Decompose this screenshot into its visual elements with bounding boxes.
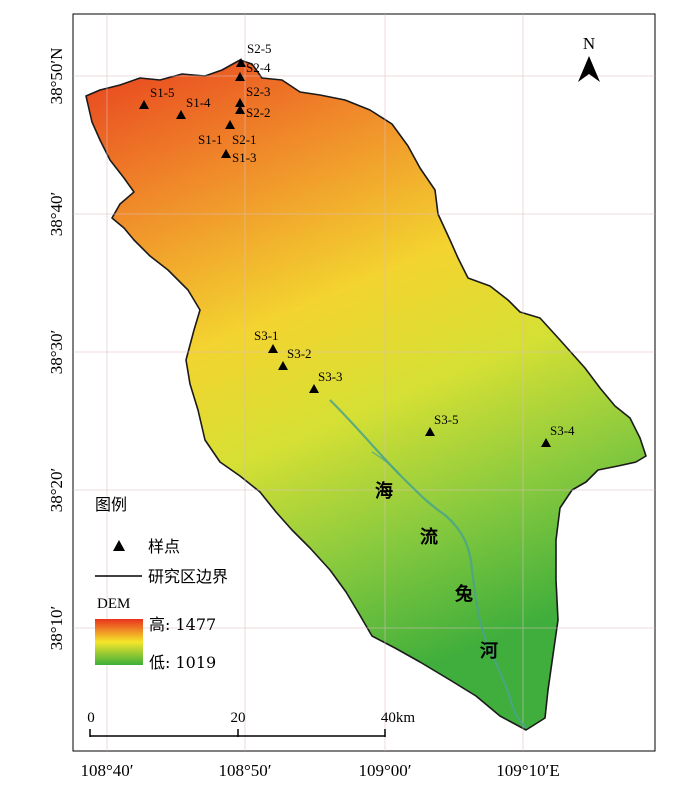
study-area-dem <box>85 59 647 731</box>
lat-label-38-10: 38°10′ <box>47 606 66 651</box>
legend-sample-point-label: 样点 <box>148 537 180 556</box>
site-marker-s2-1 <box>225 120 235 129</box>
scale-bar: 0 20 40km <box>87 710 415 737</box>
lon-label-108-50: 108°50′ <box>218 761 271 780</box>
lat-label-38-30: 38°30′ <box>47 330 66 375</box>
site-label-s1-3: S1-3 <box>232 150 257 165</box>
north-arrow-icon: N <box>578 34 600 82</box>
site-marker-s1-3 <box>221 149 231 158</box>
site-label-s2-4: S2-4 <box>246 60 271 75</box>
site-marker-s1-5 <box>139 100 149 109</box>
graticule <box>73 14 655 751</box>
legend-sample-point-icon <box>113 540 125 551</box>
site-label-s3-2: S3-2 <box>287 346 312 361</box>
site-marker-s3-4 <box>541 438 551 447</box>
lat-label-38-40: 38°40′ <box>47 192 66 237</box>
site-label-s2-3: S2-3 <box>246 84 271 99</box>
site-marker-s2-4 <box>235 72 245 81</box>
scale-label-20: 20 <box>231 710 246 726</box>
river-label-char-3: 兔 <box>454 583 473 605</box>
lon-label-109-00: 109°00′ <box>358 761 411 780</box>
site-label-s3-4: S3-4 <box>550 423 575 438</box>
site-label-s2-5: S2-5 <box>247 41 272 56</box>
lat-label-38-20: 38°20′ <box>47 468 66 513</box>
river-tributary <box>371 451 401 476</box>
site-marker-s2-5 <box>236 58 246 67</box>
legend-dem-title: DEM <box>97 596 130 612</box>
site-label-s3-5: S3-5 <box>434 412 459 427</box>
site-marker-s3-2 <box>278 361 288 370</box>
site-label-s1-4: S1-4 <box>186 95 211 110</box>
sample-sites: S2-5 S2-4 S2-3 S2-2 S2-1 S1-1 S1-3 S1-4 … <box>139 41 575 447</box>
site-label-s3-3: S3-3 <box>318 369 343 384</box>
site-marker-s3-3 <box>309 384 319 393</box>
river-label-char-4: 河 <box>480 641 498 662</box>
north-letter: N <box>583 34 595 53</box>
site-label-s2-2: S2-2 <box>246 105 271 120</box>
lon-label-109-10: 109°10′E <box>496 761 559 780</box>
lon-label-108-40: 108°40′ <box>80 761 133 780</box>
legend-dem-low: 低: 1019 <box>149 653 216 672</box>
site-marker-s3-1 <box>268 344 278 353</box>
site-label-s3-1: S3-1 <box>254 328 279 343</box>
lat-label-38-50: 38°50′N <box>47 48 66 105</box>
legend: 图例 样点 研究区边界 DEM 高: 1477 低: 1019 <box>95 495 228 672</box>
scale-label-0: 0 <box>87 710 95 726</box>
legend-dem-ramp <box>95 619 143 665</box>
site-marker-s1-4 <box>176 110 186 119</box>
legend-boundary-label: 研究区边界 <box>148 567 228 586</box>
site-label-s1-1: S1-1 <box>198 132 223 147</box>
legend-dem-high: 高: 1477 <box>149 615 216 634</box>
site-label-s2-1: S2-1 <box>232 132 257 147</box>
site-label-s1-5: S1-5 <box>150 85 175 100</box>
legend-title: 图例 <box>95 495 127 514</box>
scale-label-40km: 40km <box>381 710 416 726</box>
river-label-char-1: 海 <box>375 480 393 502</box>
river-label-char-2: 流 <box>420 526 438 548</box>
site-marker-s2-3 <box>235 98 245 107</box>
site-marker-s2-2 <box>235 105 245 114</box>
site-marker-s3-5 <box>425 427 435 436</box>
